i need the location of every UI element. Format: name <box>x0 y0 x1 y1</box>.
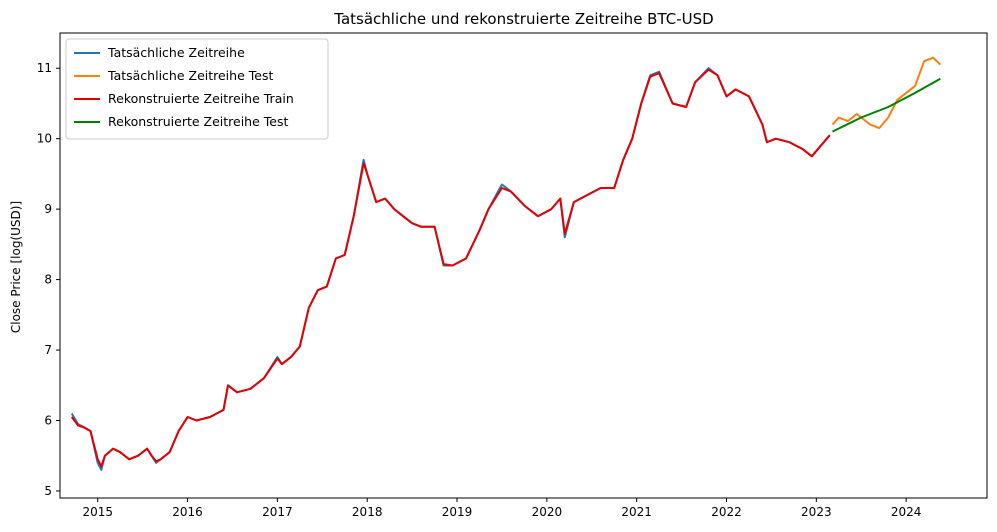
y-tick-label: 11 <box>37 61 52 75</box>
x-tick-label: 2019 <box>442 505 473 519</box>
y-tick-label: 8 <box>44 273 52 287</box>
legend-label-2: Tatsächliche Zeitreihe Test <box>107 68 273 83</box>
legend: Tatsächliche Zeitreihe Tatsächliche Zeitr… <box>65 38 329 140</box>
plot-area <box>70 56 941 471</box>
y-tick-label: 7 <box>44 343 52 357</box>
y-tick-label: 5 <box>44 484 52 498</box>
series-line-3 <box>70 68 831 468</box>
x-tick-label: 2021 <box>621 505 652 519</box>
y-tick-label: 6 <box>44 414 52 428</box>
legend-label-4: Rekonstruierte Zeitreihe Test <box>108 114 288 129</box>
x-tick-label: 2020 <box>532 505 563 519</box>
series-line-2 <box>831 56 941 130</box>
x-tick-label: 2018 <box>352 505 383 519</box>
y-tick-label: 10 <box>37 132 52 146</box>
x-tick-label: 2016 <box>172 505 203 519</box>
x-tick-label: 2015 <box>82 505 113 519</box>
x-tick-label: 2022 <box>711 505 742 519</box>
x-tick-label: 2017 <box>262 505 293 519</box>
y-axis-label: Close Price [log(USD)] <box>9 201 23 333</box>
legend-label-1: Tatsächliche Zeitreihe <box>107 45 245 60</box>
y-tick-label: 9 <box>44 202 52 216</box>
legend-box <box>65 38 329 140</box>
axes: 2015 2016 2017 2018 2019 2020 2021 2022 2023 2024… <box>37 32 988 519</box>
series-line-4 <box>832 77 941 133</box>
axes-frame <box>59 32 988 499</box>
x-tick-label: 2023 <box>801 505 832 519</box>
chart-title: Tatsächliche und rekonstruierte Zeitreih… <box>333 10 713 28</box>
legend-label-3: Rekonstruierte Zeitreihe Train <box>108 91 294 106</box>
x-tick-label: 2024 <box>891 505 922 519</box>
